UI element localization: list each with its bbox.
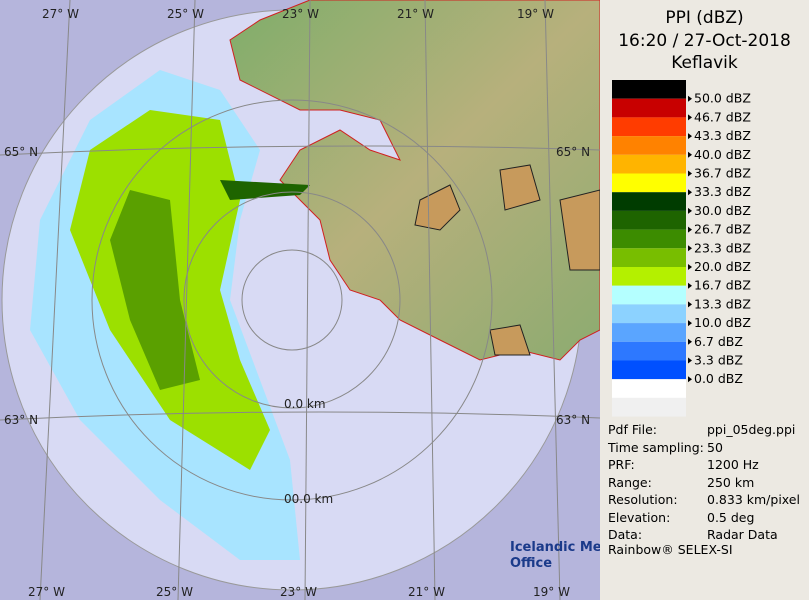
info-value: Radar Data	[707, 527, 778, 542]
timestamp: 16:20 / 27-Oct-2018	[618, 31, 791, 51]
info-value: 0.833 km/pixel	[707, 492, 800, 507]
info-label: Pdf File:	[608, 422, 657, 437]
info-label: Resolution:	[608, 492, 678, 507]
legend-label: 33.3 dBZ	[694, 184, 751, 199]
lat-label: 65° N	[4, 145, 38, 159]
legend-swatch	[612, 379, 686, 398]
legend-swatch	[612, 341, 686, 361]
legend-tick	[688, 282, 692, 289]
legend-label: 3.3 dBZ	[694, 353, 743, 368]
legend-label: 40.0 dBZ	[694, 147, 751, 162]
title: PPI (dBZ)	[665, 8, 744, 28]
legend-swatch	[612, 192, 686, 211]
legend-tick	[688, 170, 692, 177]
info-value: 50	[707, 439, 723, 455]
legend-label: 6.7 dBZ	[694, 334, 743, 349]
legend-tick	[688, 95, 692, 102]
lon-label: 27° W	[28, 585, 65, 599]
legend-label: 36.7 dBZ	[694, 166, 751, 181]
legend-swatch	[612, 323, 686, 342]
lon-label: 19° W	[517, 7, 554, 21]
legend-swatch	[612, 210, 686, 230]
info-value: 0.5 deg	[707, 509, 755, 525]
glacier	[414, 164, 600, 356]
legend-swatch	[612, 397, 686, 417]
legend-label: 30.0 dBZ	[694, 203, 751, 218]
legend-label: 43.3 dBZ	[694, 128, 751, 143]
station: Keflavik	[671, 53, 738, 73]
info-label: Range:	[608, 474, 652, 490]
legend-swatch	[612, 136, 686, 155]
lon-label: 27° W	[42, 7, 79, 21]
legend-swatch	[612, 285, 686, 305]
info-value: 250 km	[707, 474, 755, 490]
range-label: 00.0 km	[284, 492, 333, 506]
range-label: 0.0 km	[284, 397, 326, 411]
lon-label: 21° W	[408, 585, 445, 599]
echo-area	[110, 190, 200, 390]
lon-label: 23° W	[282, 7, 319, 21]
legend-swatch	[612, 80, 686, 99]
legend-tick	[688, 376, 692, 383]
legend-label: 23.3 dBZ	[694, 240, 751, 255]
legend-swatch	[612, 267, 686, 286]
legend-tick	[688, 301, 692, 308]
info-value: 1200 Hz	[707, 457, 759, 472]
legend-tick	[688, 320, 692, 327]
legend-swatch	[612, 117, 686, 137]
info-panel: PPI (dBZ) 16:20 / 27-Oct-2018 Keflavik 5…	[600, 0, 809, 600]
legend-label: 20.0 dBZ	[694, 259, 751, 274]
legend-swatch	[612, 173, 686, 193]
legend-swatch	[612, 248, 686, 267]
legend-tick	[688, 226, 692, 233]
info-label: PRF:	[608, 457, 635, 472]
lat-label: 63° N	[556, 413, 590, 427]
lon-label: 19° W	[533, 585, 570, 599]
logo-text: Icelandic Met	[510, 540, 600, 555]
radar-map: 27° W 25° W 23° W 21° W 19° W 27° W 25° W 23° W…	[0, 0, 600, 600]
echo-area	[220, 180, 310, 200]
legend-swatch	[612, 229, 686, 249]
legend-label: 13.3 dBZ	[694, 296, 751, 311]
legend-label: 26.7 dBZ	[694, 222, 751, 237]
logo-text: Office	[510, 556, 552, 571]
legend-label: 16.7 dBZ	[694, 278, 751, 293]
lon-label: 25° W	[156, 585, 193, 599]
legend-swatch	[612, 98, 686, 118]
legend-tick	[688, 151, 692, 158]
lat-label: 65° N	[556, 145, 590, 159]
legend-tick	[688, 338, 692, 345]
legend-swatch	[612, 154, 686, 174]
legend-label: 0.0 dBZ	[694, 371, 743, 386]
graticule	[0, 0, 600, 600]
lon-label: 21° W	[397, 7, 434, 21]
lat-label: 63° N	[4, 413, 38, 427]
info-label: Elevation:	[608, 509, 671, 525]
legend-tick	[688, 189, 692, 196]
legend-tick	[688, 133, 692, 140]
legend: 50.0 dBZ 46.7 dBZ 43.3 dBZ 40.0 dBZ 36.7 dBZ…	[612, 80, 751, 417]
legend-label: 50.0 dBZ	[694, 91, 751, 106]
legend-swatch	[612, 360, 686, 380]
legend-tick	[688, 357, 692, 364]
land	[229, 0, 600, 361]
info-value: ppi_05deg.ppi	[707, 422, 796, 437]
legend-tick	[688, 207, 692, 214]
lon-label: 23° W	[280, 585, 317, 599]
legend-swatch	[612, 304, 686, 324]
legend-label: 10.0 dBZ	[694, 315, 751, 330]
info-label: Data:	[608, 527, 643, 542]
footer: Rainbow® SELEX-SI	[608, 542, 733, 557]
legend-tick	[688, 245, 692, 252]
legend-tick	[688, 114, 692, 121]
legend-label: 46.7 dBZ	[694, 109, 751, 124]
info-label: Time sampling:	[608, 439, 704, 455]
lon-label: 25° W	[167, 7, 204, 21]
legend-tick	[688, 264, 692, 270]
